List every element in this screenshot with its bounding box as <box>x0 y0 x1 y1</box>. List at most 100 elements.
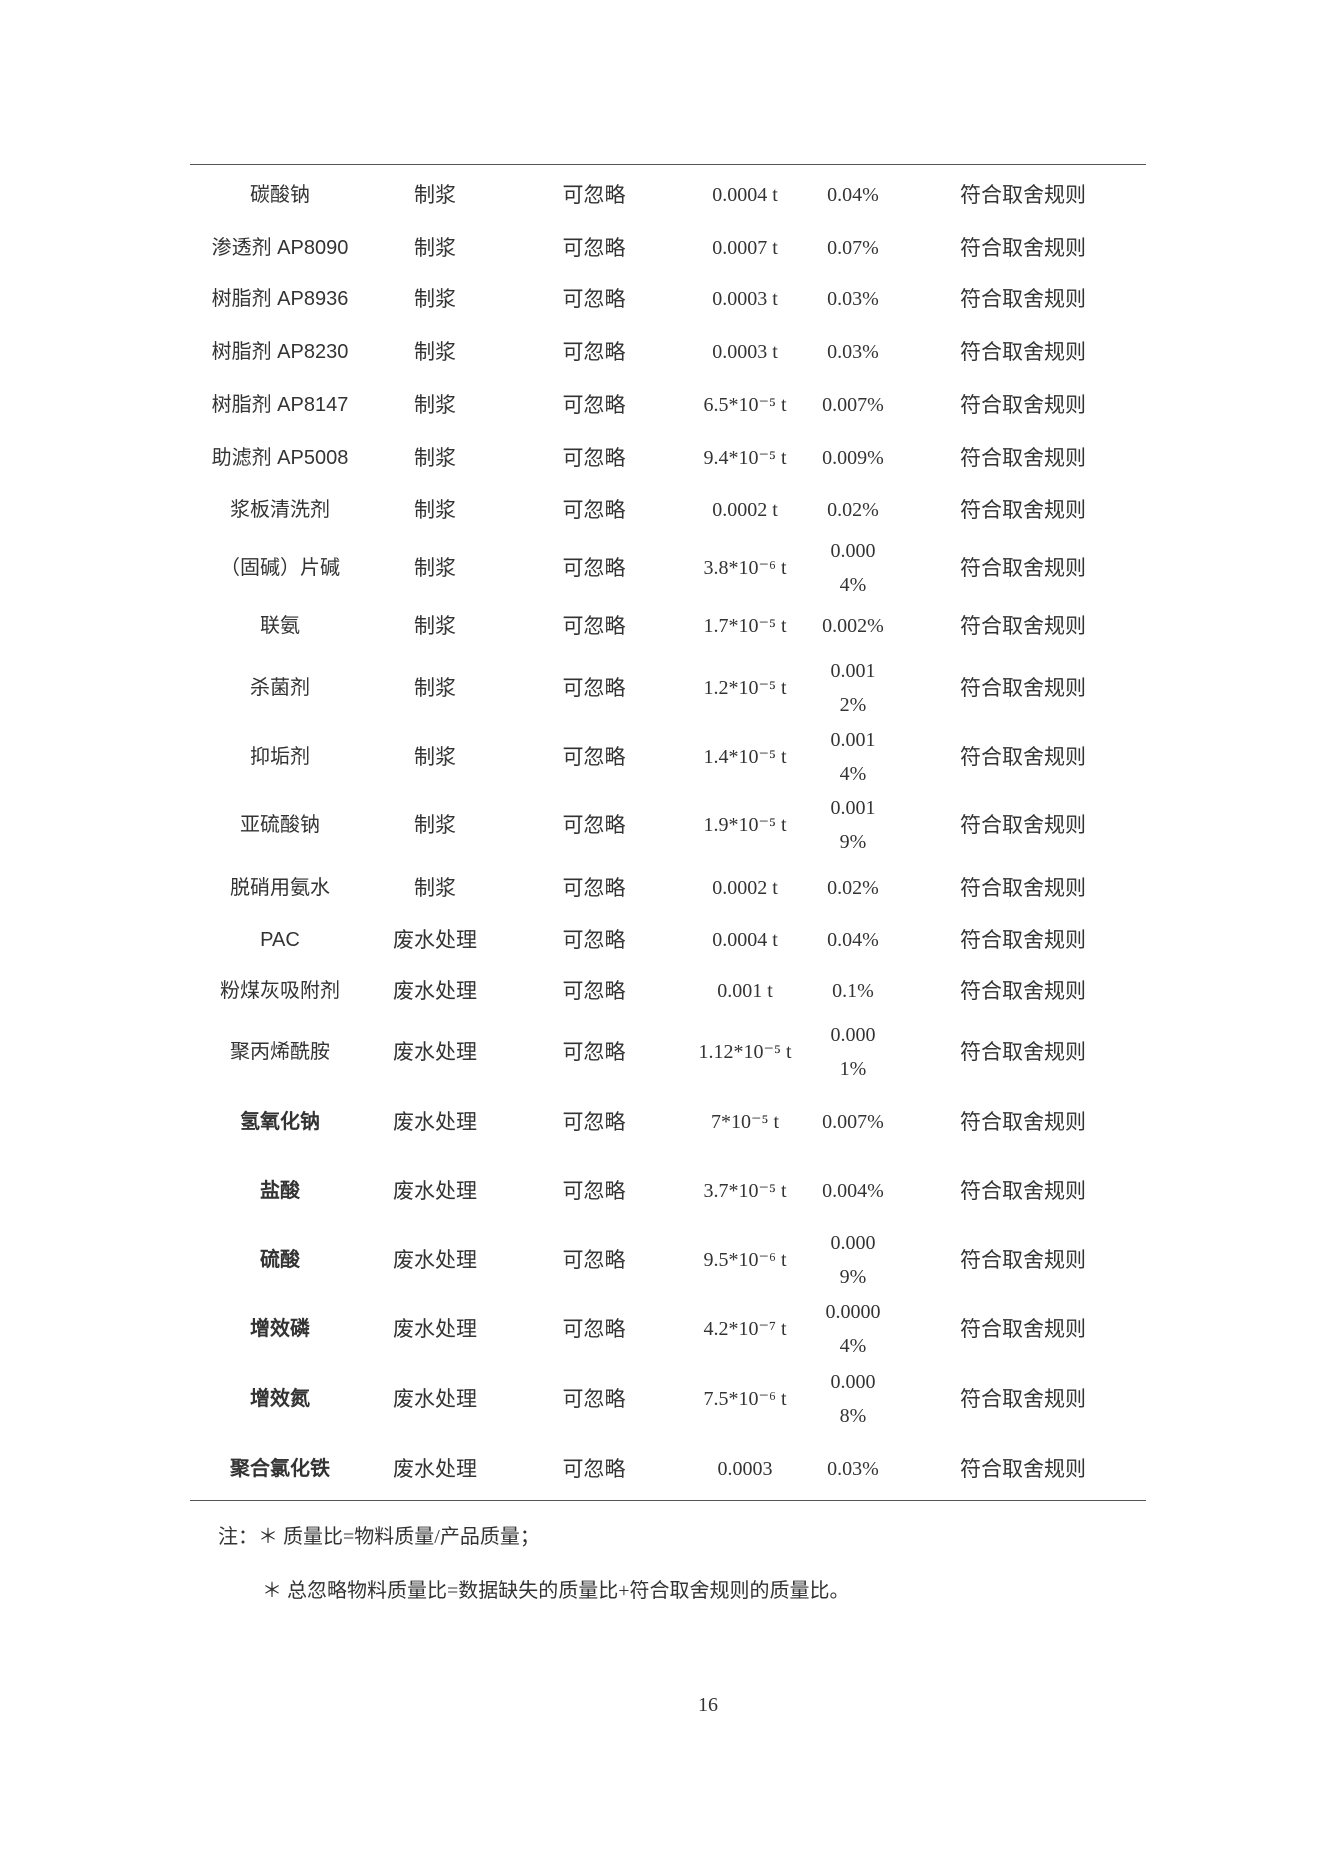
mass-ratio: 0.00004% <box>825 1301 881 1357</box>
material-name: 浆板清洗剂 <box>230 499 330 521</box>
rule-status: 符合取舍规则 <box>960 236 1086 260</box>
rule-status: 符合取舍规则 <box>960 1110 1086 1134</box>
mass-ratio: 0.0009% <box>830 1232 876 1288</box>
mass: 1.2*10⁻⁵ t <box>703 677 787 699</box>
mass: 3.7*10⁻⁵ t <box>703 1180 787 1202</box>
process-stage: 废水处理 <box>393 1317 477 1341</box>
mass: 7*10⁻⁵ t <box>710 1111 780 1133</box>
material-name: 盐酸 <box>260 1180 300 1202</box>
rule-status: 符合取舍规则 <box>960 1457 1086 1481</box>
category: 可忽略 <box>562 1317 626 1341</box>
rule-status: 符合取舍规则 <box>960 1040 1086 1064</box>
table-row: 聚丙烯酰胺 废水处理 可忽略 1.12*10⁻⁵ t 0.0001% 符合取舍规则 <box>190 1017 1146 1087</box>
rule-status: 符合取舍规则 <box>960 979 1086 1003</box>
process-stage: 废水处理 <box>393 1040 477 1064</box>
table-row: 杀菌剂 制浆 可忽略 1.2*10⁻⁵ t 0.0012% 符合取舍规则 <box>190 653 1146 723</box>
rule-status: 符合取舍规则 <box>960 1248 1086 1272</box>
process-stage: 废水处理 <box>393 1457 477 1481</box>
mass-ratio: 0.0014% <box>830 729 876 785</box>
mass-ratio: 0.009% <box>822 447 884 469</box>
table-row: 树脂剂 AP8936 制浆 可忽略 0.0003 t 0.03% 符合取舍规则 <box>190 264 1146 334</box>
rule-status: 符合取舍规则 <box>960 1179 1086 1203</box>
mass-ratio: 0.07% <box>827 237 879 259</box>
category: 可忽略 <box>562 1179 626 1203</box>
process-stage: 制浆 <box>414 614 456 638</box>
mass: 9.5*10⁻⁶ t <box>703 1249 787 1271</box>
material-name: 联氨 <box>260 615 300 637</box>
mass: 0.0003 t <box>712 341 778 363</box>
mass-ratio: 0.0012% <box>830 660 876 716</box>
material-name: 氢氧化钠 <box>240 1111 320 1133</box>
process-stage: 废水处理 <box>393 1110 477 1134</box>
process-stage: 废水处理 <box>393 1248 477 1272</box>
mass: 0.0004 t <box>712 184 778 206</box>
category: 可忽略 <box>562 183 626 207</box>
process-stage: 制浆 <box>414 287 456 311</box>
mass: 1.4*10⁻⁵ t <box>703 746 787 768</box>
rule-status: 符合取舍规则 <box>960 183 1086 207</box>
material-name: 树脂剂 AP8230 <box>211 341 349 363</box>
category: 可忽略 <box>562 393 626 417</box>
category: 可忽略 <box>562 813 626 837</box>
table-row: 脱硝用氨水 制浆 可忽略 0.0002 t 0.02% 符合取舍规则 <box>190 853 1146 923</box>
mass: 1.7*10⁻⁵ t <box>703 615 787 637</box>
process-stage: 制浆 <box>414 446 456 470</box>
category: 可忽略 <box>562 1040 626 1064</box>
mass-ratio: 0.0008% <box>830 1371 876 1427</box>
material-name: 聚丙烯酰胺 <box>230 1041 330 1063</box>
mass-ratio: 0.02% <box>827 877 879 899</box>
rule-status: 符合取舍规则 <box>960 1387 1086 1411</box>
rule-status: 符合取舍规则 <box>960 556 1086 580</box>
process-stage: 制浆 <box>414 498 456 522</box>
table-row: 增效磷 废水处理 可忽略 4.2*10⁻⁷ t 0.00004% 符合取舍规则 <box>190 1294 1146 1364</box>
process-stage: 制浆 <box>414 556 456 580</box>
material-name: 抑垢剂 <box>250 746 310 768</box>
category: 可忽略 <box>562 1457 626 1481</box>
process-stage: 废水处理 <box>393 1387 477 1411</box>
mass-ratio: 0.007% <box>822 1111 884 1133</box>
table-row: 亚硫酸钠 制浆 可忽略 1.9*10⁻⁵ t 0.0019% 符合取舍规则 <box>190 790 1146 860</box>
material-name: （固碱）片碱 <box>220 557 340 579</box>
mass-ratio: 0.04% <box>827 929 879 951</box>
note-mass-ratio: 注：＊ 质量比=物料质量/产品质量； <box>218 1526 540 1548</box>
table-row: 增效氮 废水处理 可忽略 7.5*10⁻⁶ t 0.0008% 符合取舍规则 <box>190 1364 1146 1434</box>
category: 可忽略 <box>562 498 626 522</box>
mass: 6.5*10⁻⁵ t <box>703 394 787 416</box>
table-row: 抑垢剂 制浆 可忽略 1.4*10⁻⁵ t 0.0014% 符合取舍规则 <box>190 722 1146 792</box>
category: 可忽略 <box>562 979 626 1003</box>
mass: 0.0003 <box>717 1458 773 1480</box>
table-top-rule <box>190 164 1146 165</box>
material-name: 渗透剂 AP8090 <box>211 237 349 259</box>
mass-ratio: 0.0004% <box>830 540 876 596</box>
process-stage: 制浆 <box>414 340 456 364</box>
table-row: （固碱）片碱 制浆 可忽略 3.8*10⁻⁶ t 0.0004% 符合取舍规则 <box>190 533 1146 603</box>
table-bottom-rule <box>190 1500 1146 1501</box>
table-row: 硫酸 废水处理 可忽略 9.5*10⁻⁶ t 0.0009% 符合取舍规则 <box>190 1225 1146 1295</box>
category: 可忽略 <box>562 614 626 638</box>
mass: 1.9*10⁻⁵ t <box>703 814 787 836</box>
rule-status: 符合取舍规则 <box>960 876 1086 900</box>
category: 可忽略 <box>562 340 626 364</box>
rule-status: 符合取舍规则 <box>960 1317 1086 1341</box>
category: 可忽略 <box>562 1248 626 1272</box>
material-name: 亚硫酸钠 <box>240 814 320 836</box>
material-name: PAC <box>260 929 300 951</box>
mass-ratio: 0.04% <box>827 184 879 206</box>
rule-status: 符合取舍规则 <box>960 614 1086 638</box>
mass: 0.0007 t <box>712 237 778 259</box>
table-row: 盐酸 废水处理 可忽略 3.7*10⁻⁵ t 0.004% 符合取舍规则 <box>190 1156 1146 1226</box>
material-name: 硫酸 <box>260 1249 300 1271</box>
category: 可忽略 <box>562 446 626 470</box>
material-name: 树脂剂 AP8147 <box>211 394 349 416</box>
mass-ratio: 0.002% <box>822 615 884 637</box>
mass: 0.0003 t <box>712 288 778 310</box>
rule-status: 符合取舍规则 <box>960 676 1086 700</box>
rule-status: 符合取舍规则 <box>960 813 1086 837</box>
table-row: 树脂剂 AP8230 制浆 可忽略 0.0003 t 0.03% 符合取舍规则 <box>190 317 1146 387</box>
category: 可忽略 <box>562 876 626 900</box>
category: 可忽略 <box>562 928 626 952</box>
material-name: 树脂剂 AP8936 <box>211 288 349 310</box>
page-number: 16 <box>698 1694 718 1716</box>
mass-ratio: 0.004% <box>822 1180 884 1202</box>
mass: 0.0004 t <box>712 929 778 951</box>
